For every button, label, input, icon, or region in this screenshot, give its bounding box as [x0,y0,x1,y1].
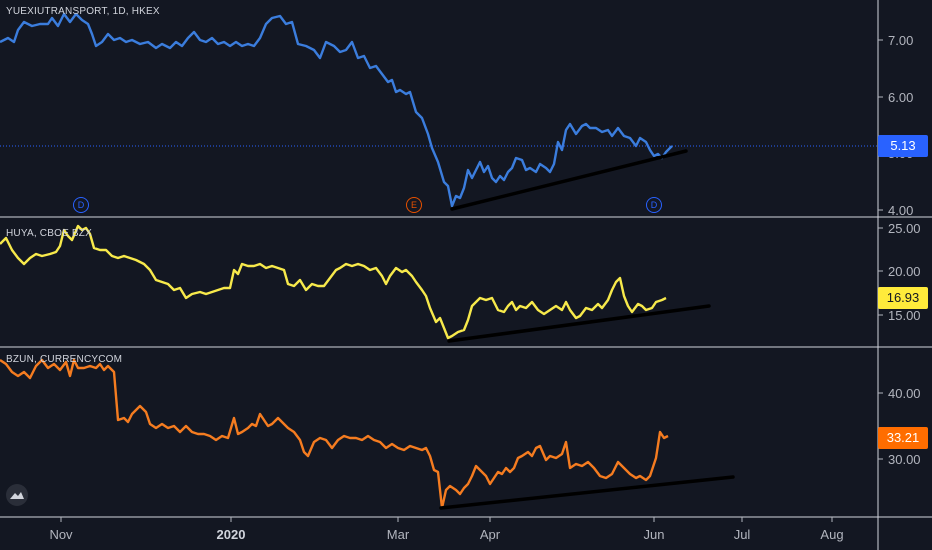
price-tick-label: 30.00 [888,452,921,467]
time-axis-label: Nov [49,527,73,542]
trendline-1[interactable] [450,149,688,211]
time-axis-label: Jul [734,527,751,542]
last-price-tag-yuexiu: 5.13 [878,135,928,157]
price-tick-label: 6.00 [888,90,913,105]
price-line-series-1[interactable] [0,12,673,208]
price-tick-label: 25.00 [888,221,921,236]
trendline-2[interactable] [447,304,711,343]
time-axis-label: Aug [820,527,843,542]
dividend-marker[interactable]: D [646,197,662,213]
price-tick-label: 7.00 [888,33,913,48]
pane-3-title: BZUN, CURRENCYCOM [6,354,123,365]
price-line-series-3[interactable] [0,358,669,510]
trendline-3[interactable] [439,475,735,510]
last-price-tag-huya: 16.93 [878,287,928,309]
pane-2-title: HUYA, CBOE BZX [6,228,92,239]
price-tick-label: 40.00 [888,386,921,401]
pane-1-title: YUEXIUTRANSPORT, 1D, HKEX [6,6,160,17]
time-axis-label: 2020 [217,527,246,542]
time-axis-label: Mar [387,527,410,542]
time-axis-label: Apr [480,527,501,542]
tradingview-logo-icon[interactable] [6,484,28,506]
time-axis-label: Jun [644,527,665,542]
price-tick-label: 15.00 [888,308,921,323]
price-tick-label: 20.00 [888,264,921,279]
dividend-marker[interactable]: D [73,197,89,213]
earnings-marker[interactable]: E [406,197,422,213]
price-tick-label: 4.00 [888,203,913,218]
price-line-series-2[interactable] [0,224,667,340]
last-price-tag-bzun: 33.21 [878,427,928,449]
